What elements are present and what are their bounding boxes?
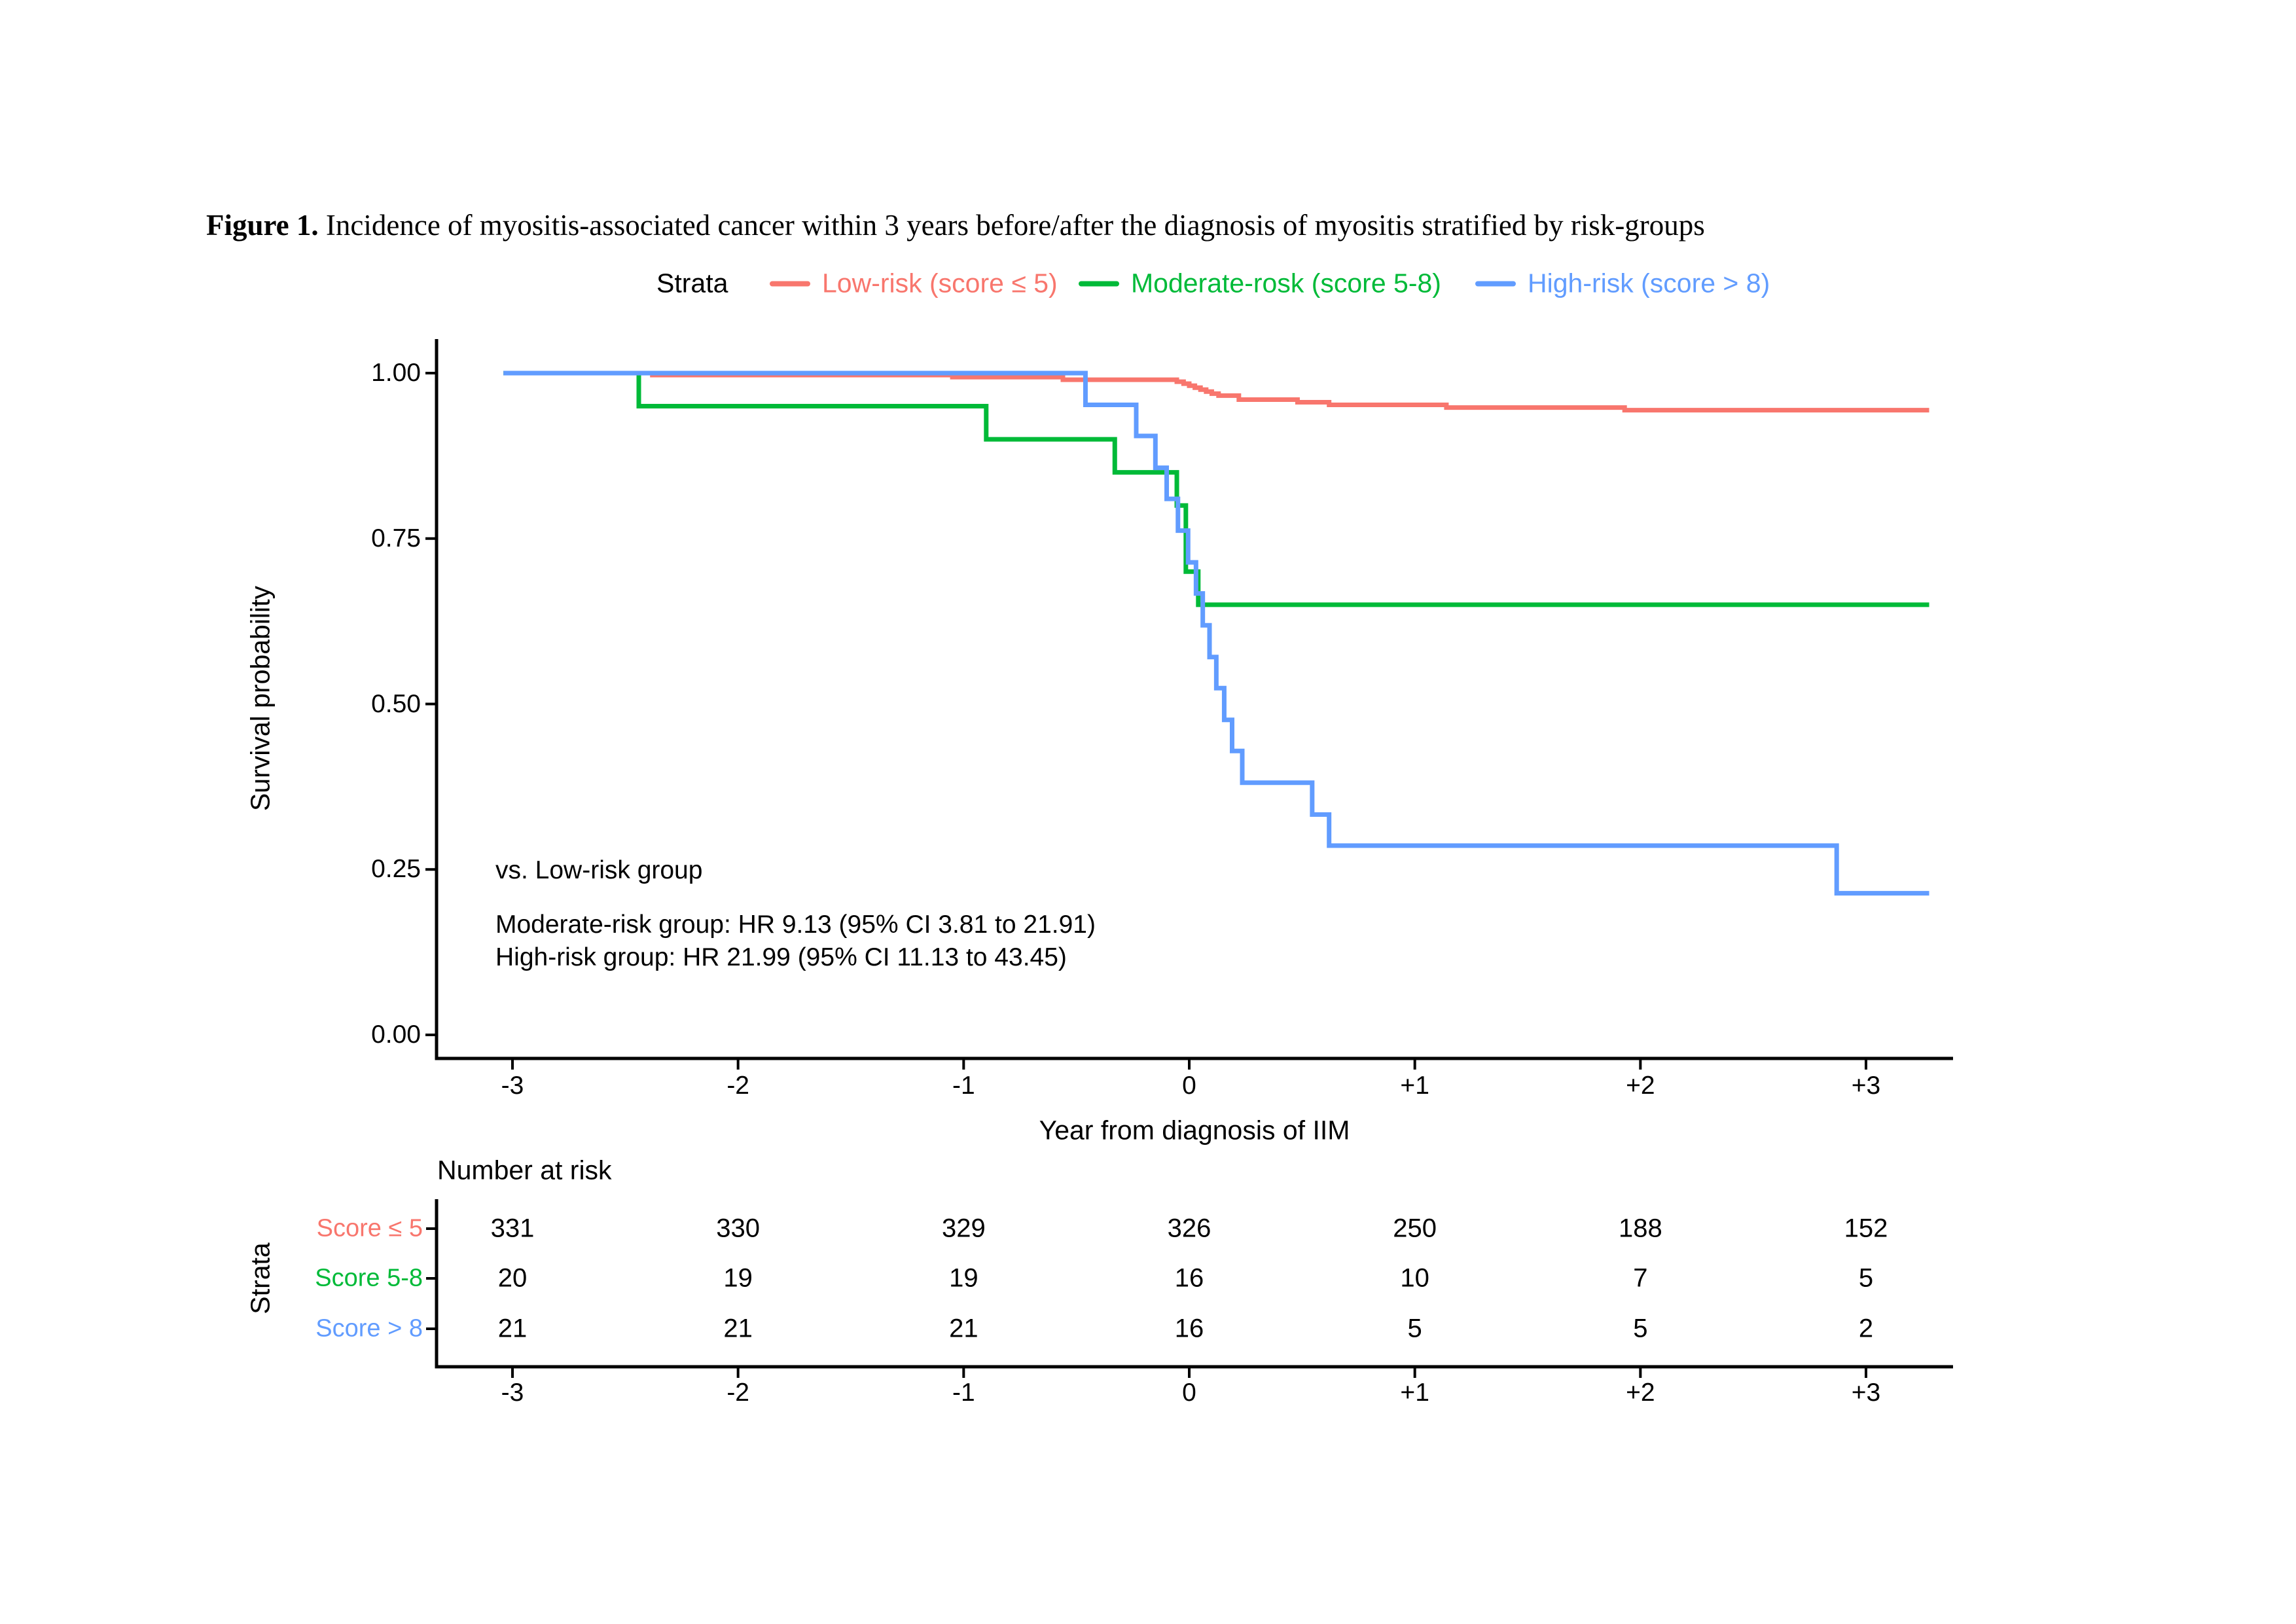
x-tick-label: -3 bbox=[501, 1072, 524, 1100]
annotation-high-hr: High-risk group: HR 21.99 (95% CI 11.13 … bbox=[495, 943, 1067, 971]
y-axis-title: Survival probability bbox=[245, 585, 276, 812]
legend-item-high-risk: High-risk (score > 8) bbox=[1475, 268, 1770, 299]
risk-value: 7 bbox=[1633, 1263, 1648, 1293]
risk-value: 5 bbox=[1633, 1314, 1648, 1343]
y-tick-label: 0.75 bbox=[371, 524, 421, 552]
risk-value: 10 bbox=[1400, 1263, 1429, 1293]
legend-item-moderate-risk: Moderate-rosk (score 5-8) bbox=[1079, 268, 1441, 299]
figure-caption-prefix: Figure 1. bbox=[206, 209, 319, 242]
risk-x-tick-label: -2 bbox=[726, 1379, 749, 1407]
y-tick-label: 0.50 bbox=[371, 689, 421, 718]
risk-x-tick-label: +3 bbox=[1851, 1379, 1881, 1407]
risk-value: 331 bbox=[490, 1214, 535, 1243]
figure-caption: Figure 1. Incidence of myositis-associat… bbox=[206, 208, 1705, 242]
risk-value: 16 bbox=[1174, 1314, 1204, 1343]
risk-value: 19 bbox=[949, 1263, 978, 1293]
risk-value: 188 bbox=[1618, 1214, 1662, 1243]
y-tick-label: 0.25 bbox=[371, 855, 421, 884]
risk-value: 330 bbox=[716, 1214, 761, 1243]
survival-curve-low-risk bbox=[503, 370, 1929, 413]
x-tick-label: 0 bbox=[1182, 1072, 1196, 1100]
risk-row-label: Score > 8 bbox=[315, 1314, 423, 1343]
y-tick-label: 1.00 bbox=[371, 359, 421, 387]
survival-curve-moderate-risk bbox=[503, 370, 1929, 607]
risk-value: 21 bbox=[949, 1314, 978, 1343]
figure-caption-text: Incidence of myositis-associated cancer … bbox=[318, 209, 1705, 242]
moderate-risk-line-key-icon bbox=[1079, 281, 1119, 286]
risk-value: 21 bbox=[497, 1314, 528, 1343]
risk-x-tick-label: -1 bbox=[952, 1379, 975, 1407]
survival-curve-high-risk bbox=[503, 370, 1929, 896]
legend-label-moderate-risk: Moderate-rosk (score 5-8) bbox=[1131, 268, 1441, 298]
risk-value: 152 bbox=[1844, 1214, 1888, 1243]
risk-value: 250 bbox=[1393, 1214, 1437, 1243]
legend-label-low-risk: Low-risk (score ≤ 5) bbox=[822, 268, 1058, 298]
risk-value: 21 bbox=[723, 1314, 753, 1343]
x-tick-label: +1 bbox=[1400, 1072, 1429, 1100]
x-tick-label: +2 bbox=[1626, 1072, 1655, 1100]
risk-x-tick-label: -3 bbox=[501, 1379, 524, 1407]
risk-value: 20 bbox=[497, 1263, 528, 1293]
risk-value: 5 bbox=[1407, 1314, 1422, 1343]
risk-value: 16 bbox=[1174, 1263, 1204, 1293]
x-axis-title: Year from diagnosis of IIM bbox=[1039, 1115, 1350, 1146]
legend-item-low-risk: Low-risk (score ≤ 5) bbox=[770, 268, 1058, 299]
risk-value: 19 bbox=[723, 1263, 753, 1293]
low-risk-line-key-icon bbox=[770, 281, 810, 286]
risk-x-tick-label: +2 bbox=[1626, 1379, 1655, 1407]
legend-title: Strata bbox=[656, 268, 728, 298]
annotation-vs-low-risk: vs. Low-risk group bbox=[495, 856, 703, 884]
risk-value: 2 bbox=[1858, 1314, 1874, 1343]
risk-value: 5 bbox=[1858, 1263, 1874, 1293]
risk-x-tick-label: +1 bbox=[1400, 1379, 1429, 1407]
risk-x-tick-label: 0 bbox=[1182, 1379, 1196, 1407]
high-risk-line-key-icon bbox=[1475, 281, 1516, 286]
risk-table-title: Number at risk bbox=[437, 1155, 612, 1185]
x-tick-label: -1 bbox=[952, 1072, 975, 1100]
risk-row-label: Score 5-8 bbox=[315, 1264, 423, 1292]
y-tick-label: 0.00 bbox=[371, 1020, 421, 1049]
x-tick-label: +3 bbox=[1851, 1072, 1881, 1100]
risk-row-label: Score ≤ 5 bbox=[316, 1214, 423, 1242]
risk-value: 326 bbox=[1167, 1214, 1211, 1243]
legend-label-high-risk: High-risk (score > 8) bbox=[1528, 268, 1770, 298]
annotation-moderate-hr: Moderate-risk group: HR 9.13 (95% CI 3.8… bbox=[495, 911, 1096, 939]
risk-value: 329 bbox=[941, 1214, 986, 1243]
x-tick-label: -2 bbox=[726, 1072, 749, 1100]
